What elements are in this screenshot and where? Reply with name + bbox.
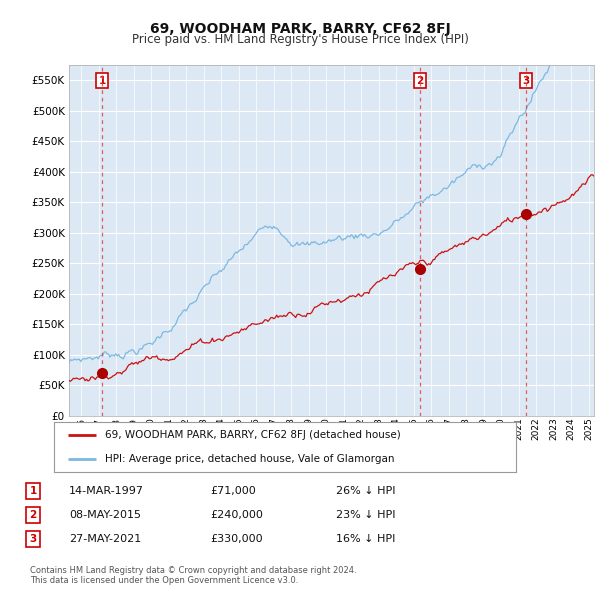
Text: HPI: Average price, detached house, Vale of Glamorgan: HPI: Average price, detached house, Vale…	[105, 454, 394, 464]
Text: 3: 3	[522, 76, 529, 86]
Text: Contains HM Land Registry data © Crown copyright and database right 2024.
This d: Contains HM Land Registry data © Crown c…	[30, 566, 356, 585]
Text: 14-MAR-1997: 14-MAR-1997	[69, 486, 144, 496]
Text: 08-MAY-2015: 08-MAY-2015	[69, 510, 141, 520]
Text: 26% ↓ HPI: 26% ↓ HPI	[336, 486, 395, 496]
Text: Price paid vs. HM Land Registry's House Price Index (HPI): Price paid vs. HM Land Registry's House …	[131, 33, 469, 46]
Text: £330,000: £330,000	[210, 535, 263, 544]
Text: 1: 1	[98, 76, 106, 86]
Text: 2: 2	[29, 510, 37, 520]
Text: 69, WOODHAM PARK, BARRY, CF62 8FJ: 69, WOODHAM PARK, BARRY, CF62 8FJ	[149, 22, 451, 36]
Text: 23% ↓ HPI: 23% ↓ HPI	[336, 510, 395, 520]
Text: 27-MAY-2021: 27-MAY-2021	[69, 535, 141, 544]
Text: 16% ↓ HPI: 16% ↓ HPI	[336, 535, 395, 544]
Text: 1: 1	[29, 486, 37, 496]
Text: 69, WOODHAM PARK, BARRY, CF62 8FJ (detached house): 69, WOODHAM PARK, BARRY, CF62 8FJ (detac…	[105, 430, 401, 440]
Text: 2: 2	[416, 76, 424, 86]
Text: 3: 3	[29, 535, 37, 544]
Text: £71,000: £71,000	[210, 486, 256, 496]
Text: £240,000: £240,000	[210, 510, 263, 520]
